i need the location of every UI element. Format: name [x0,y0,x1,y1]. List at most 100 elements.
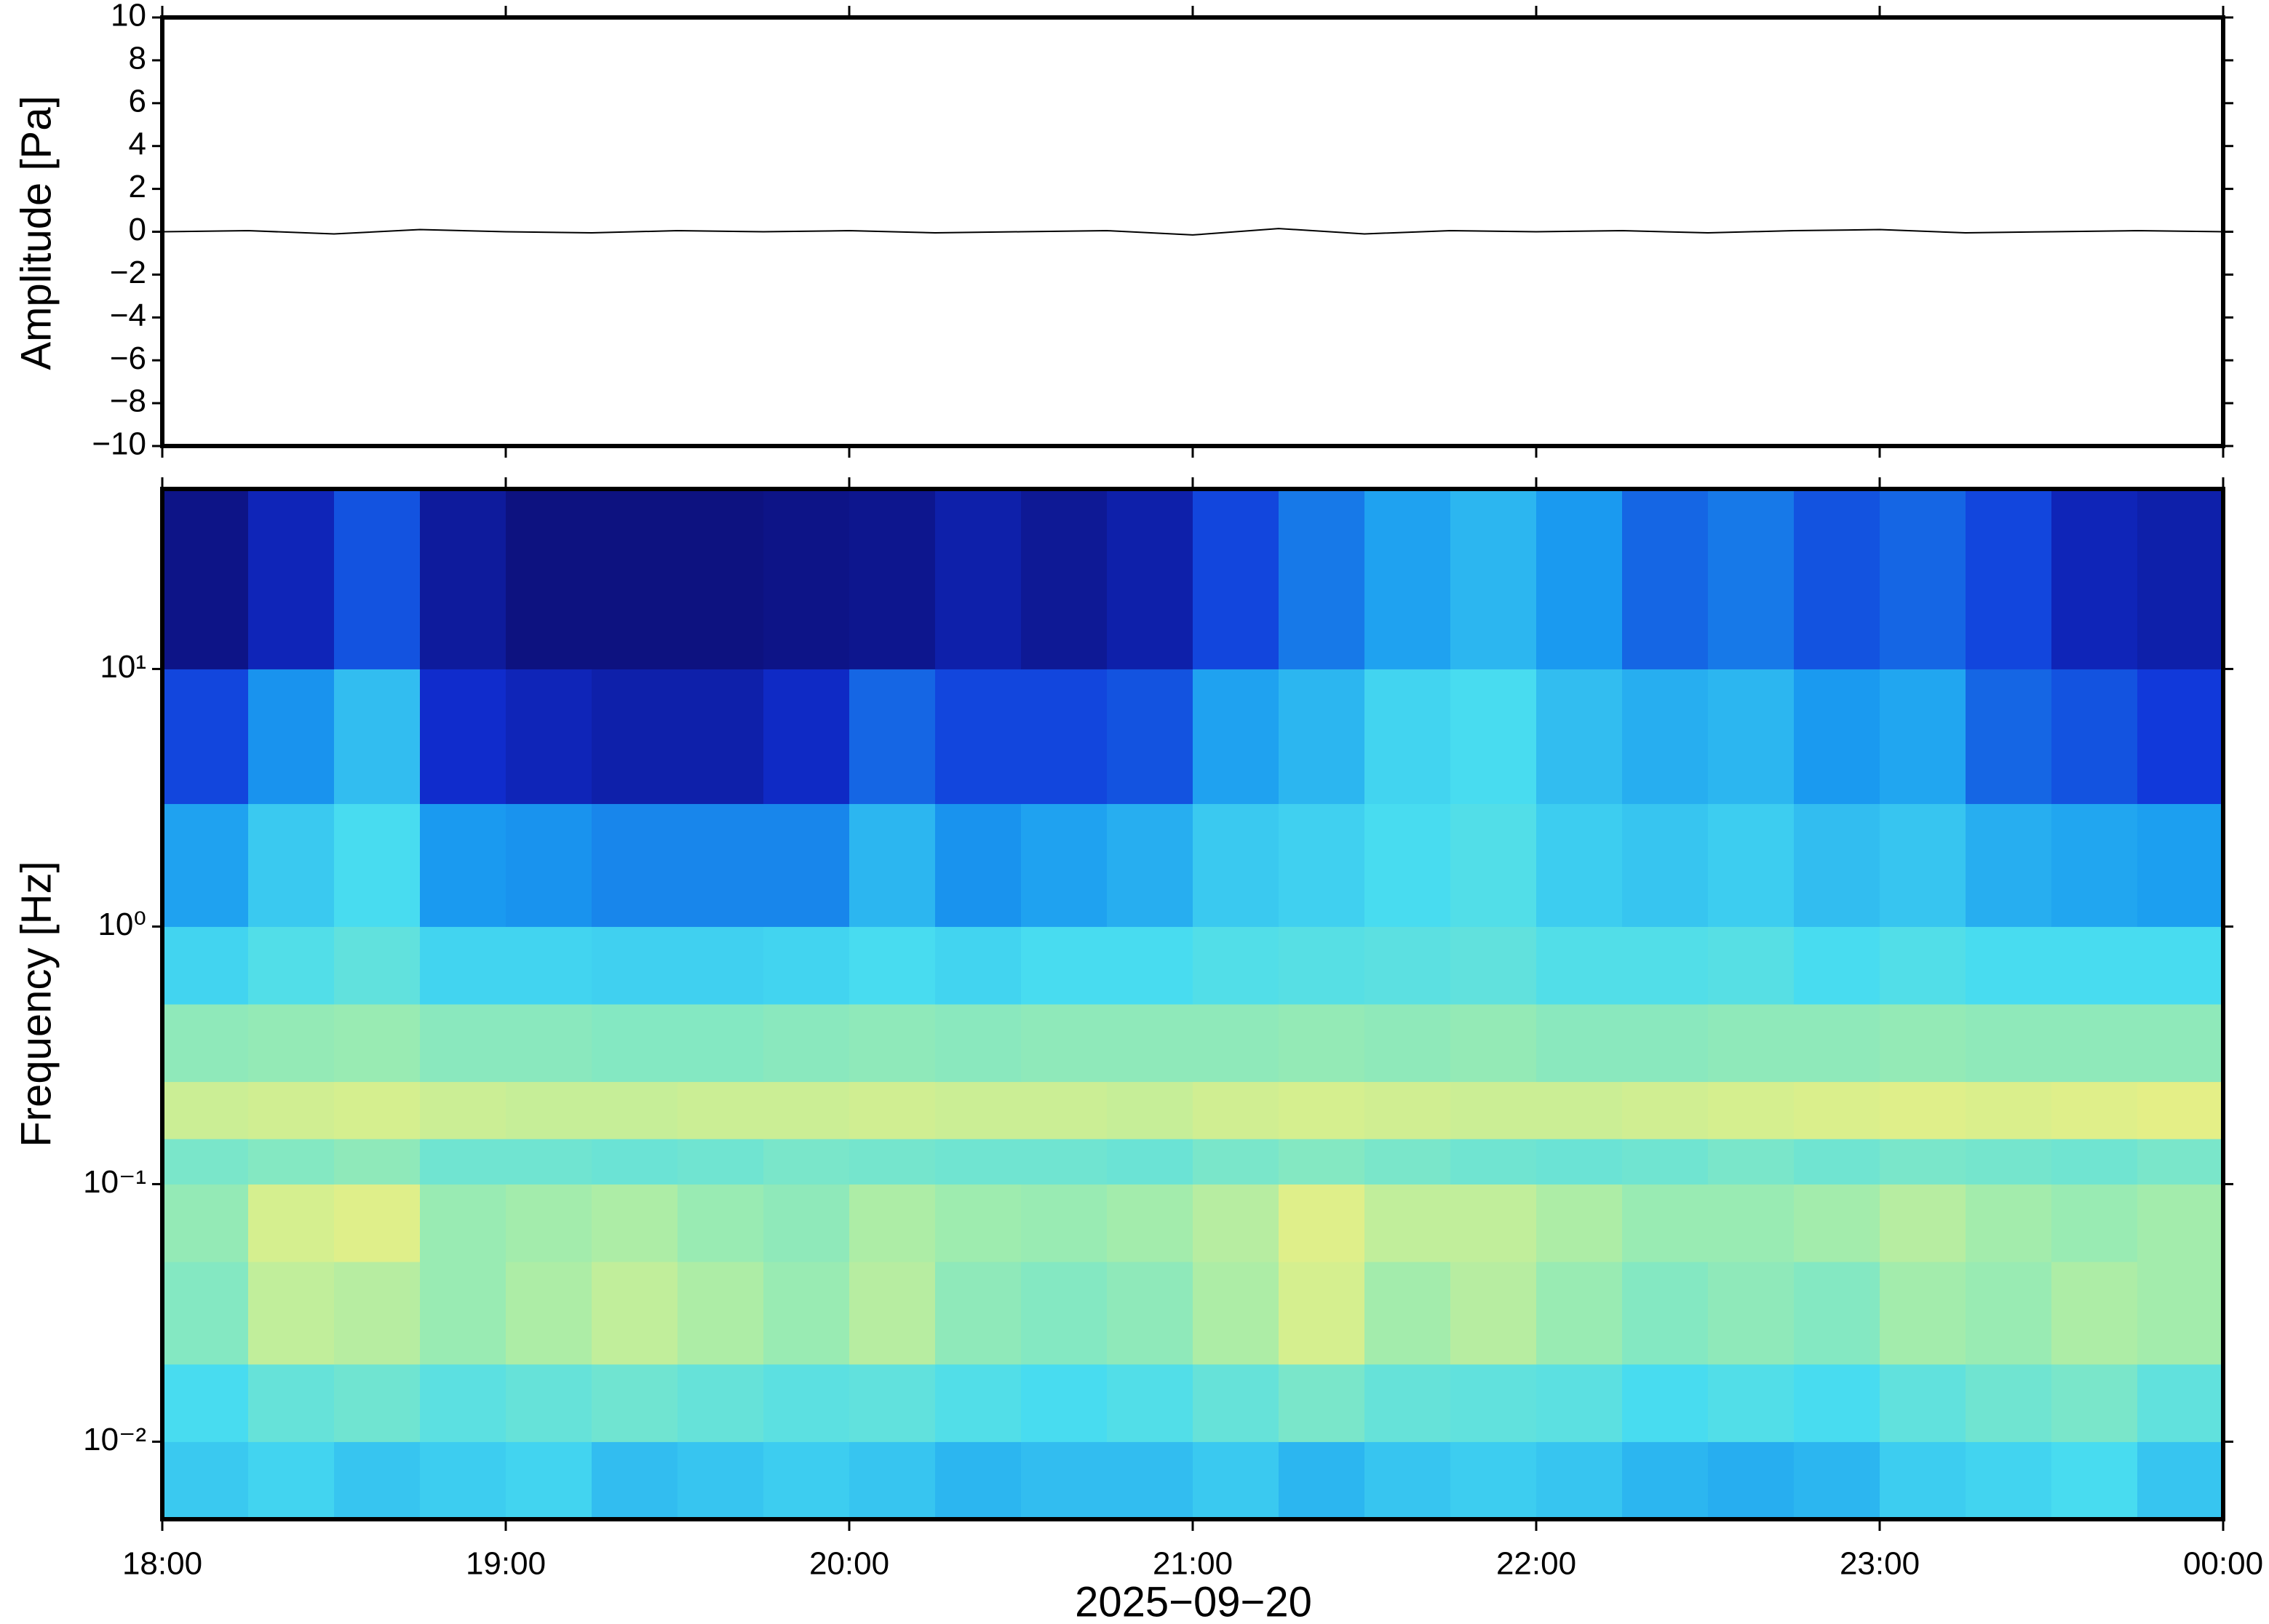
spectrogram-cell [506,1081,592,1139]
spectrogram-cell [1880,1364,1966,1442]
spectrogram-cell [334,489,421,669]
spectrogram-cell [1364,669,1451,805]
spectrogram-cell [1279,1139,1365,1185]
spectrogram-cell [248,1364,335,1442]
spectrogram-cell [334,803,421,927]
spectrogram-cell [849,1441,936,1520]
spectrogram-cell [592,669,678,805]
spectrogram-cell [1622,803,1709,927]
spectrogram-cell [2137,669,2224,805]
spectrogram-cell [1364,1441,1451,1520]
spectrogram-cell [1279,1184,1365,1262]
spectrogram-cell [1794,1441,1880,1520]
spectrogram-cell [763,1004,850,1083]
spectrogram-cell [162,1184,249,1262]
spectrogram-cell [1622,1262,1709,1365]
spectrogram-cell [592,489,678,669]
spectrogram-cell [1794,1364,1880,1442]
spectrogram-cell [1450,669,1537,805]
y-tick-label: 8 [129,41,146,76]
spectrogram-cell [1966,803,2052,927]
spectrogram-cell [2137,1139,2224,1185]
x-tick-label: 19:00 [466,1546,546,1582]
waveform [162,228,2224,236]
spectrogram-cell [763,1139,850,1185]
spectrogram-cell [1450,803,1537,927]
spectrogram-cell [677,803,764,927]
spectrogram-cell [1536,926,1623,1005]
x-tick-label: 18:00 [122,1546,202,1582]
spectrogram-cell [1193,1139,1279,1185]
spectrogram-cell [1450,1004,1537,1083]
spectrogram-cell [334,1262,421,1365]
spectrogram-cell [1794,1262,1880,1365]
spectrogram-cell [1107,1184,1193,1262]
spectrogram-cell [248,803,335,927]
spectrogram-cell [1107,669,1193,805]
spectrogram-cell [1536,489,1623,669]
spectrogram-cell [334,1441,421,1520]
spectrogram-cell [849,803,936,927]
spectrogram-cell [1364,1262,1451,1365]
spectrogram-cell [1708,1441,1795,1520]
spectrogram-cell [334,926,421,1005]
spectrogram-cell [1107,1081,1193,1139]
spectrogram-cell [1279,1004,1365,1083]
spectrogram-cell [1107,1364,1193,1442]
spectrogram-cell [1966,1139,2052,1185]
spectrogram-cell [248,1004,335,1083]
spectrogram-cell [420,1139,506,1185]
spectrogram-cell [334,1004,421,1083]
spectrogram-cell [1708,669,1795,805]
spectrogram-cell [1021,803,1108,927]
spectrogram-cell [1364,926,1451,1005]
spectrogram-cell [506,1139,592,1185]
spectrogram-cell [248,1262,335,1365]
spectrogram-cell [420,669,506,805]
spectrogram-cell [935,1081,1022,1139]
spectrogram-cell [420,926,506,1005]
spectrogram-cell [420,1004,506,1083]
spectrogram-cell [506,1184,592,1262]
y-tick-label: −2 [110,255,146,290]
spectrogram-cell [2137,1184,2224,1262]
spectrogram-cell [1193,1441,1279,1520]
spectrogram-cell [1536,1081,1623,1139]
spectrogram-cell [1193,1004,1279,1083]
spectrogram-cell [248,669,335,805]
spectrogram-cell [849,1184,936,1262]
spectrogram-cell [592,803,678,927]
spectrogram-cell [1880,1139,1966,1185]
spectrogram-cell [1107,1004,1193,1083]
spectrogram-cell [1364,1184,1451,1262]
spectrogram-cell [849,489,936,669]
spectrogram-cell [1450,1139,1537,1185]
spectrogram-cell [935,669,1022,805]
spectrogram-cell [1193,1184,1279,1262]
spectrogram-cell [420,1262,506,1365]
spectrogram-cell [248,1441,335,1520]
spectrogram-cell [1279,1081,1365,1139]
spectrogram-cell [1279,803,1365,927]
spectrogram-cell [1794,1139,1880,1185]
spectrogram-cell [1193,1262,1279,1365]
spectrogram-cell [1622,926,1709,1005]
spectrogram-cell [1279,489,1365,669]
spectrogram-cell [1536,669,1623,805]
spectrogram-cell [1966,1004,2052,1083]
spectrogram-cell [2137,1262,2224,1365]
spectrogram-cell [677,1441,764,1520]
spectrogram-cell [248,1184,335,1262]
spectrogram-cell [1622,669,1709,805]
y-tick-label: −6 [110,341,146,376]
spectrogram-cell [935,1364,1022,1442]
spectrogram-cell [1021,1441,1108,1520]
spectrogram-cell [334,1139,421,1185]
spectrogram-cell [1279,669,1365,805]
spectrogram-cell [1966,1262,2052,1365]
spectrogram-cell [1794,803,1880,927]
spectrogram-cell [1794,1081,1880,1139]
plot-frame [160,15,2225,448]
spectrogram-cell [592,926,678,1005]
spectrogram-cell [506,1364,592,1442]
